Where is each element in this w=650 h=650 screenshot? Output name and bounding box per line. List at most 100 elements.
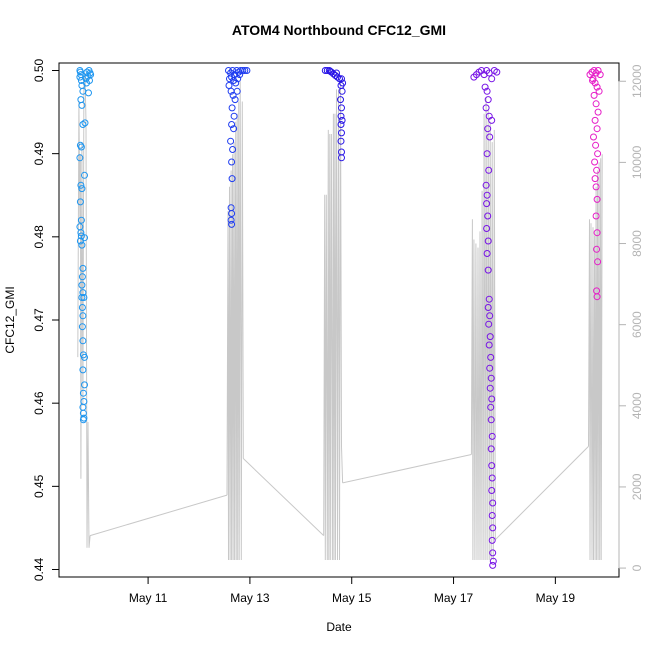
x-tick-label: May 15 — [332, 591, 372, 605]
x-tick-label: May 11 — [129, 591, 168, 605]
data-point — [78, 101, 86, 109]
data-point — [488, 75, 496, 83]
altitude-line-segment — [323, 81, 344, 561]
data-point — [486, 312, 494, 320]
data-point — [594, 67, 602, 74]
data-point — [337, 121, 345, 128]
data-point — [338, 75, 345, 83]
data-point — [333, 69, 340, 77]
data-point — [234, 75, 242, 83]
data-point — [593, 195, 601, 203]
data-point — [228, 158, 236, 166]
data-point — [486, 364, 494, 372]
altitude-line-segment — [242, 458, 325, 536]
data-point — [485, 166, 493, 174]
data-point — [488, 116, 496, 124]
data-point — [489, 549, 497, 557]
data-point — [488, 395, 496, 403]
y-tick-label: 0.50 — [32, 58, 46, 82]
data-points-group — [76, 67, 604, 569]
data-point — [485, 341, 493, 349]
data-point — [594, 108, 602, 116]
data-point — [85, 89, 92, 97]
data-point — [482, 181, 490, 189]
data-point — [79, 337, 87, 345]
data-point — [486, 133, 494, 141]
data-point — [487, 374, 495, 382]
data-point — [78, 294, 86, 301]
data-point — [76, 68, 84, 76]
data-point — [481, 83, 489, 91]
data-point — [488, 512, 496, 519]
data-point — [77, 216, 85, 224]
data-point — [228, 220, 236, 228]
data-point — [593, 293, 601, 301]
data-point — [80, 294, 88, 301]
data-point — [78, 323, 86, 331]
data-point — [229, 91, 237, 99]
data-point — [76, 237, 84, 245]
x-axis: May 11 May 13 May 15 May 17 May 19 — [129, 576, 576, 605]
y2-tick-label: 0 — [630, 564, 644, 571]
data-point — [483, 225, 491, 232]
data-point — [326, 67, 334, 75]
data-point — [488, 432, 496, 440]
data-point — [87, 71, 95, 79]
data-point — [327, 68, 335, 76]
data-point — [78, 241, 86, 249]
data-point — [228, 175, 236, 183]
y-axis: 0.44 0.45 0.46 0.47 0.48 0.49 0.50 — [32, 58, 60, 581]
data-point — [489, 524, 497, 532]
data-point — [591, 116, 599, 124]
data-point — [79, 121, 87, 128]
data-point — [323, 67, 331, 74]
data-point — [595, 87, 603, 95]
data-point — [591, 158, 599, 166]
data-point — [243, 67, 251, 74]
data-point — [78, 304, 86, 311]
data-point — [232, 79, 240, 87]
data-point — [590, 91, 598, 99]
y-axis-label: CFC12_GMI — [3, 286, 17, 353]
chart-title: ATOM4 Northbound CFC12_GMI — [232, 22, 446, 38]
y2-tick-label: 4000 — [630, 392, 644, 419]
data-point — [593, 229, 601, 237]
data-point — [488, 462, 496, 470]
x-tick-label: May 19 — [536, 591, 576, 605]
data-point — [487, 416, 495, 424]
y-tick-label: 0.47 — [32, 308, 46, 332]
data-point — [592, 183, 600, 191]
data-point — [227, 137, 235, 145]
data-point — [233, 87, 241, 95]
data-point — [79, 264, 87, 272]
y-tick-label: 0.45 — [32, 474, 46, 498]
x-tick-label: May 13 — [230, 591, 270, 605]
data-point — [79, 366, 87, 374]
data-point — [225, 82, 233, 89]
data-point — [228, 210, 236, 217]
y2-tick-label: 8000 — [630, 230, 644, 257]
data-point — [483, 200, 491, 208]
x-tick-label: May 17 — [434, 591, 474, 605]
data-point — [592, 212, 600, 220]
data-point — [78, 273, 86, 281]
data-point — [484, 266, 492, 274]
y-tick-label: 0.49 — [32, 142, 46, 166]
data-point — [337, 112, 345, 120]
y-tick-label: 0.46 — [32, 391, 46, 415]
data-point — [484, 304, 492, 311]
data-point — [596, 71, 604, 79]
data-point — [338, 116, 346, 124]
y2-tick-label: 6000 — [630, 311, 644, 338]
data-point — [487, 445, 495, 453]
data-point — [489, 499, 497, 507]
data-point — [82, 75, 90, 83]
altitude-line-segment — [494, 446, 589, 541]
data-point — [338, 129, 345, 137]
data-point — [484, 125, 492, 133]
data-point — [231, 96, 239, 104]
data-point — [489, 557, 497, 565]
data-point — [593, 166, 601, 174]
data-point — [590, 133, 597, 141]
y2-axis: 0 2000 4000 6000 8000 10000 12000 — [618, 64, 644, 571]
